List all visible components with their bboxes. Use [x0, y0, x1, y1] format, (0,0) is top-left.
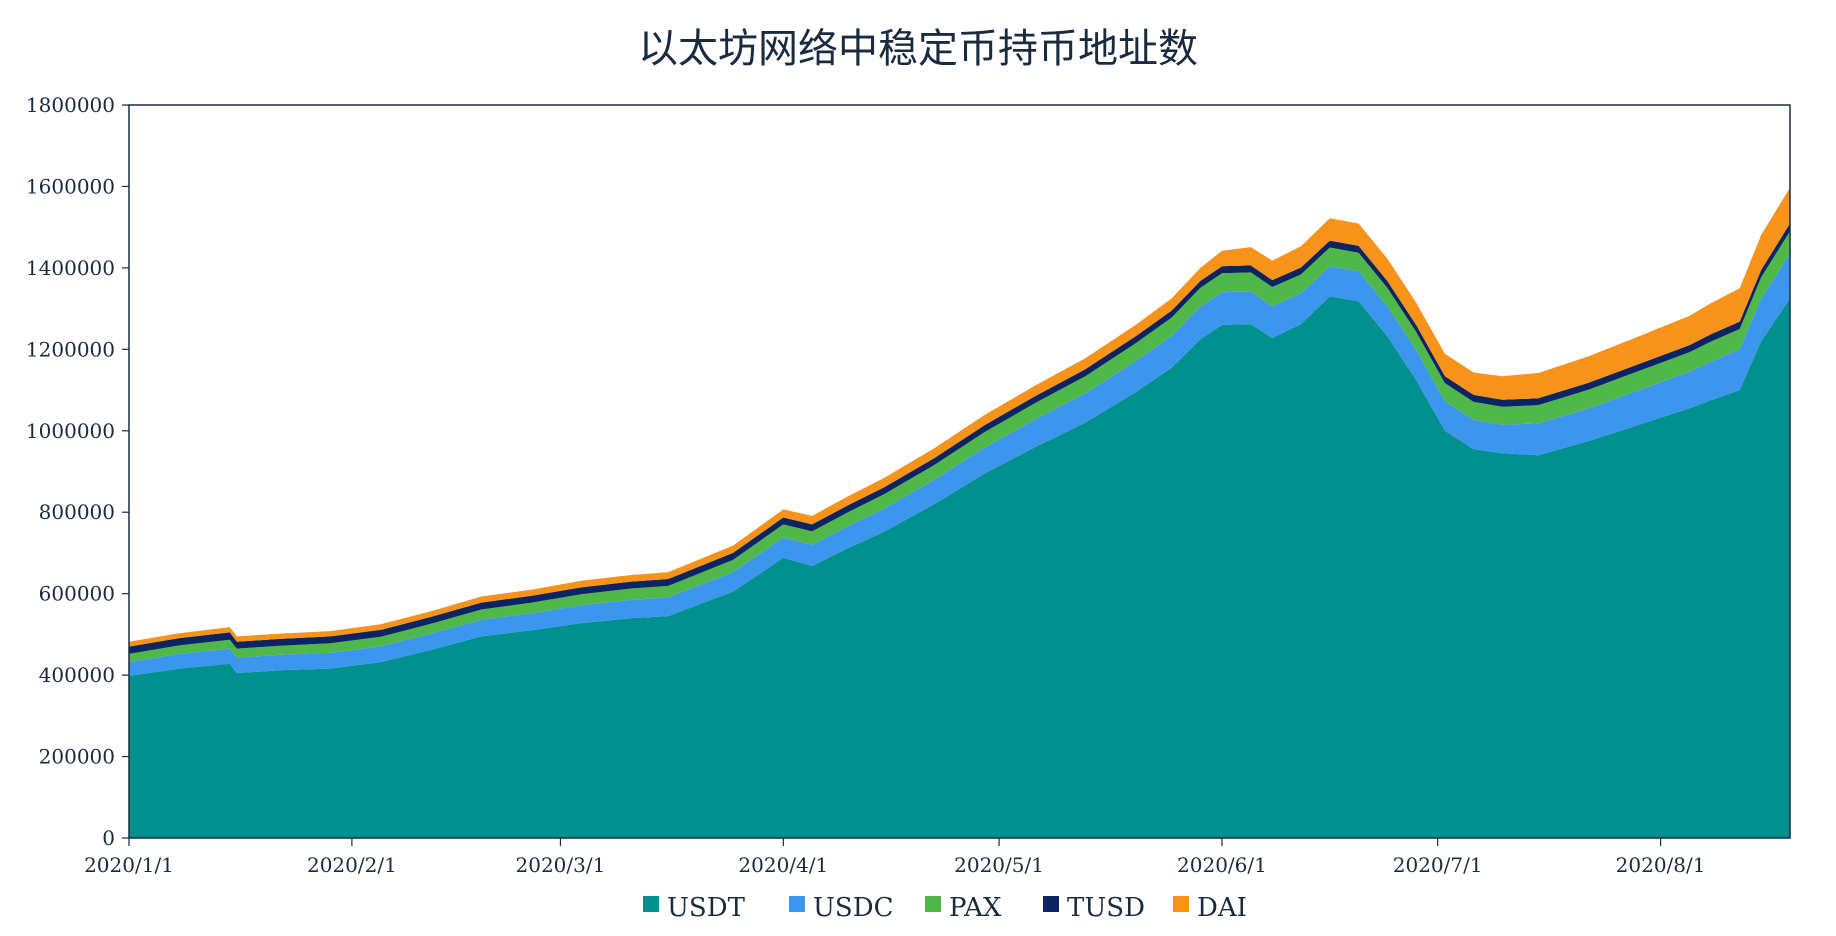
- y-tick-label: 1000000: [26, 419, 115, 443]
- legend-label-usdc: USDC: [813, 893, 893, 923]
- legend-label-usdt: USDT: [667, 893, 746, 923]
- y-tick-label: 400000: [39, 663, 115, 687]
- y-tick-label: 0: [102, 826, 115, 850]
- area-layers: [129, 187, 1790, 838]
- x-tick-label: 2020/3/1: [516, 853, 606, 877]
- y-tick-label: 1200000: [26, 337, 115, 361]
- x-tick-label: 2020/1/1: [84, 853, 174, 877]
- area-usdc: [129, 253, 1790, 676]
- legend-label-pax: PAX: [949, 893, 1002, 923]
- x-tick-label: 2020/8/1: [1616, 853, 1706, 877]
- chart-title: 以太坊网络中稳定币持币地址数: [638, 26, 1198, 72]
- y-tick-label: 800000: [39, 500, 115, 524]
- legend-label-tusd: TUSD: [1067, 893, 1145, 923]
- x-tick-label: 2020/6/1: [1177, 853, 1267, 877]
- x-tick-label: 2020/5/1: [954, 853, 1044, 877]
- legend-swatch-usdc: [789, 896, 805, 912]
- legend-swatch-tusd: [1043, 896, 1059, 912]
- x-tick-label: 2020/2/1: [307, 853, 397, 877]
- x-axis: 2020/1/1 2020/2/1 2020/3/1 2020/4/1 2020/5/1…: [84, 838, 1705, 877]
- plot-area-frame: [128, 104, 1791, 839]
- legend: USDT USDC PAX TUSD DAI: [643, 893, 1247, 923]
- area-usdt: [129, 296, 1790, 838]
- legend-swatch-usdt: [643, 896, 659, 912]
- y-tick-label: 1400000: [26, 256, 115, 280]
- legend-label-dai: DAI: [1197, 893, 1247, 923]
- y-tick-label: 200000: [39, 745, 115, 769]
- y-tick-label: 600000: [39, 582, 115, 606]
- x-tick-label: 2020/4/1: [738, 853, 828, 877]
- y-tick-label: 1800000: [26, 93, 115, 117]
- legend-swatch-dai: [1173, 896, 1189, 912]
- x-tick-label: 2020/7/1: [1393, 853, 1483, 877]
- y-axis: 0 200000 400000 600000 800000 1000000 1200000 1…: [26, 93, 129, 850]
- y-tick-label: 1600000: [26, 174, 115, 198]
- legend-swatch-pax: [925, 896, 941, 912]
